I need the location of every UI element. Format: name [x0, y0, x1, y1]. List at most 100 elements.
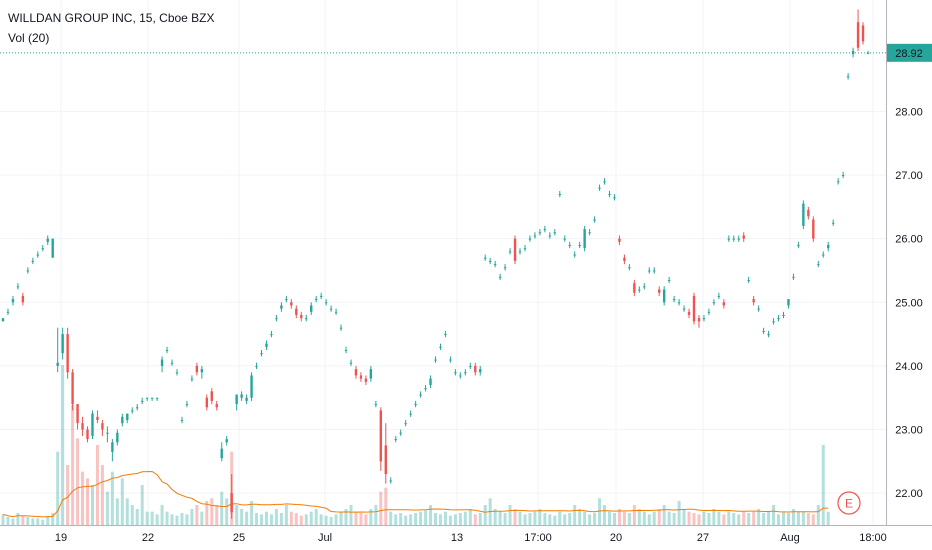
candle	[96, 410, 99, 424]
candle	[757, 305, 760, 312]
candle	[250, 372, 253, 401]
candle	[414, 400, 417, 408]
time-axis[interactable]: 19 22 25 Jul 13 17:00 20 27 Aug 18:00	[55, 532, 887, 544]
candle	[329, 305, 333, 312]
volume-bar	[578, 509, 582, 525]
candle	[205, 394, 209, 411]
time-tick-label: 27	[697, 532, 709, 544]
volume-bar	[667, 511, 671, 525]
candle	[528, 235, 532, 242]
volume-bar	[826, 511, 830, 525]
volume-bar	[573, 505, 577, 525]
candle	[339, 324, 343, 331]
candle	[439, 343, 442, 350]
volume-ma-line	[2, 470, 829, 518]
candle	[658, 286, 661, 296]
last-price-label: 28.92	[895, 48, 923, 60]
candle	[459, 372, 462, 379]
candle	[150, 397, 154, 401]
volume-bar	[115, 498, 119, 525]
candle	[797, 241, 800, 249]
candle	[46, 235, 49, 245]
candle	[469, 362, 472, 370]
volume-bar	[463, 511, 467, 525]
volume-bar	[563, 514, 567, 525]
candle	[61, 327, 64, 360]
candle	[369, 365, 373, 382]
candle	[16, 283, 20, 290]
candle	[170, 359, 174, 366]
candle	[767, 330, 770, 338]
volume-bar	[364, 514, 368, 525]
volume-bar	[553, 515, 557, 525]
volume-bar	[36, 518, 40, 525]
volume-bar	[384, 487, 388, 525]
candle	[1, 318, 5, 322]
volume-bar	[100, 465, 104, 525]
candle	[548, 232, 552, 239]
candle	[81, 416, 84, 436]
candle	[404, 420, 407, 427]
volume-bar	[349, 505, 353, 525]
volume-bar	[155, 514, 159, 525]
candle	[742, 232, 745, 242]
volume-bar	[264, 511, 268, 525]
candle	[827, 241, 830, 252]
volume-bar	[707, 513, 711, 525]
candle	[444, 330, 447, 338]
candle	[121, 413, 124, 427]
candle	[488, 257, 492, 265]
price-tick-label: 26.00	[895, 234, 923, 246]
volume-bar	[593, 513, 597, 525]
volume-bar	[245, 511, 249, 525]
candle	[628, 264, 631, 271]
volume-bar	[314, 509, 318, 525]
candle	[727, 235, 731, 242]
volume-bar	[637, 509, 641, 525]
candle	[568, 241, 571, 249]
volume-bar	[304, 514, 308, 525]
chart-title[interactable]: WILLDAN GROUP INC, 15, Cboe BZX	[8, 11, 215, 25]
volume-bar	[279, 513, 283, 525]
volume-bar	[712, 509, 716, 525]
candle	[737, 235, 740, 242]
volume-bar	[220, 491, 224, 525]
candle	[314, 295, 318, 303]
volume-bar	[289, 511, 293, 525]
volume-bar	[647, 514, 651, 525]
volume-bar	[90, 485, 94, 525]
candle	[807, 206, 810, 220]
candle	[11, 295, 15, 306]
volume-bar	[140, 485, 144, 525]
volume-bar	[195, 505, 199, 525]
time-tick-label: 13	[451, 532, 463, 544]
candle	[643, 283, 646, 290]
candle	[235, 394, 238, 411]
volume-bar	[414, 513, 418, 525]
volume-indicator-label[interactable]: Vol (20)	[8, 31, 50, 45]
volume-bar	[165, 511, 169, 525]
volume-bar	[742, 511, 746, 525]
candle	[802, 200, 805, 230]
candle	[692, 292, 696, 325]
candle	[200, 365, 204, 379]
candle	[155, 397, 159, 401]
volume-bar	[190, 509, 194, 525]
volume-bar	[200, 511, 204, 525]
volume-bar	[170, 514, 174, 525]
volume-bar	[473, 514, 477, 525]
candle	[6, 308, 10, 315]
volume-bar	[503, 513, 507, 525]
earnings-marker[interactable]: E	[837, 491, 861, 515]
price-axis[interactable]: 22.00 23.00 24.00 25.00 26.00 27.00 28.00	[895, 106, 923, 500]
volume-bar	[717, 511, 721, 525]
volume-bar	[533, 511, 537, 525]
candle	[558, 190, 561, 198]
volume-bar	[523, 514, 527, 525]
volume-bar	[468, 509, 472, 525]
candle	[260, 350, 263, 357]
candle	[185, 400, 189, 408]
volume-bar	[160, 505, 164, 525]
volume-bar	[752, 511, 756, 525]
